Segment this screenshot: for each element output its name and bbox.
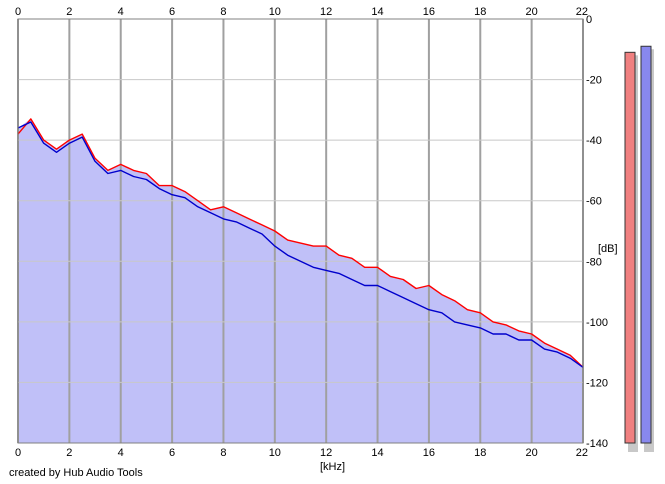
spectrum-series	[17, 118, 584, 368]
x-tick-label-bottom: 14	[371, 447, 383, 459]
y-tick-label: -80	[586, 256, 602, 268]
x-tick-label-bottom: 6	[169, 447, 175, 459]
spectrum-fill	[18, 118, 583, 444]
y-tick-label: -20	[586, 75, 602, 87]
y-axis-label: [dB]	[598, 243, 618, 255]
x-tick-label-top: 22	[576, 6, 588, 18]
y-tick-label: -40	[586, 135, 602, 147]
y-tick-label: -60	[586, 196, 602, 208]
y-tick-label: -140	[586, 438, 608, 450]
x-tick-label-top: 8	[220, 6, 226, 18]
x-tick-label-bottom: 20	[526, 447, 538, 459]
level-meter-bar-1	[624, 51, 636, 444]
level-meter-bar-2	[640, 45, 652, 444]
x-tick-label-bottom: 18	[474, 447, 486, 459]
x-tick-label-top: 2	[66, 6, 72, 18]
x-tick-label-bottom: 10	[269, 447, 281, 459]
x-tick-label-top: 14	[371, 6, 383, 18]
x-tick-label-top: 4	[118, 6, 124, 18]
x-tick-label-bottom: 12	[320, 447, 332, 459]
x-tick-label-bottom: 4	[118, 447, 124, 459]
y-tick-label: -100	[586, 317, 608, 329]
tick-labels: 002244668810101212141416161818202022220-…	[15, 6, 608, 459]
x-tick-label-top: 20	[526, 6, 538, 18]
series-line-1	[17, 118, 584, 368]
x-tick-label-top: 16	[423, 6, 435, 18]
x-tick-label-bottom: 22	[576, 447, 588, 459]
x-tick-label-top: 18	[474, 6, 486, 18]
x-tick-label-bottom: 16	[423, 447, 435, 459]
x-tick-label-top: 0	[15, 6, 21, 18]
x-tick-label-top: 6	[169, 6, 175, 18]
level-meters	[624, 45, 654, 453]
x-axis-label: [kHz]	[320, 461, 345, 473]
series-line-2	[17, 121, 584, 368]
plot-frame	[17, 18, 584, 444]
x-tick-label-top: 12	[320, 6, 332, 18]
x-tick-label-top: 10	[269, 6, 281, 18]
y-tick-label: -120	[586, 377, 608, 389]
y-tick-label: 0	[586, 14, 592, 26]
spectrum-fill-area	[18, 118, 583, 444]
x-tick-label-bottom: 2	[66, 447, 72, 459]
credit-text: created by Hub Audio Tools	[9, 467, 143, 479]
x-tick-label-bottom: 8	[220, 447, 226, 459]
x-tick-label-bottom: 0	[15, 447, 21, 459]
